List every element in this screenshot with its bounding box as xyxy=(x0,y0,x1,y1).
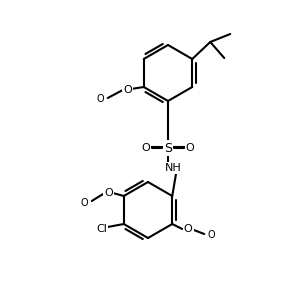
Text: Cl: Cl xyxy=(96,224,107,234)
Text: O: O xyxy=(105,188,113,198)
Text: NH: NH xyxy=(165,163,181,173)
Text: O: O xyxy=(97,94,105,104)
Text: O: O xyxy=(184,224,193,234)
Text: O: O xyxy=(81,198,89,208)
Text: O: O xyxy=(142,143,150,153)
Text: O: O xyxy=(207,230,215,240)
Text: S: S xyxy=(164,142,172,154)
Text: O: O xyxy=(123,85,132,95)
Text: O: O xyxy=(186,143,194,153)
